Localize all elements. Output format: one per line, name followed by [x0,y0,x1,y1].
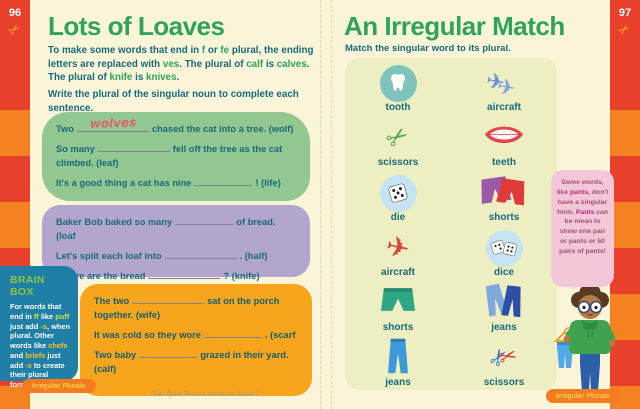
tooth-icon [379,64,417,102]
match-cell-aircraft[interactable]: ✈ aircraft [345,227,451,282]
brain-box: BRAIN BOX For words that end in ff like … [0,266,78,389]
match-label: aircraft [487,102,521,113]
match-cell-dice[interactable]: dice [451,227,557,282]
match-label: jeans [491,322,517,333]
page-number: 97 [618,7,632,19]
match-cell-jeans[interactable]: jeans [345,337,451,392]
teeth-icon [483,124,525,152]
match-cell-shorts-plural[interactable]: shorts [451,172,557,227]
brain-box-title: BRAIN BOX [10,274,45,298]
left-page-number-badge: 96 ✂ [0,0,30,110]
page-title: Lots of Loaves [48,11,225,41]
match-label: shorts [382,322,414,333]
sentence: Two wolves chased the cat into a tree. (wo… [56,115,296,137]
match-cell-scissors[interactable]: ✂ scissors [345,117,451,172]
scissors-icon: ✂ [5,20,25,40]
match-cell-shorts[interactable]: shorts [345,282,451,337]
spine-fold-line [320,0,321,409]
speech-bubble-text: Some words, like pants, don't have a sin… [556,179,609,255]
brain-box-text: For words that end in ff like puff just … [10,302,70,389]
aircraft-pair-icon: ✈ ✈ [483,68,518,103]
match-label: shorts [488,212,520,223]
match-cell-teeth[interactable]: teeth [451,117,557,172]
match-cell-aircraft-plural[interactable]: ✈ ✈ aircraft [451,62,557,117]
jeans-icon [384,337,412,380]
dice-icon [485,229,523,267]
sentence-box-purple: Baker Bob baked so many of bread. (loaf L… [42,205,310,281]
airplane-icon: ✈ [383,228,414,267]
match-label: teeth [492,157,516,168]
fill-blank[interactable] [175,216,234,225]
shorts-icon [381,286,415,320]
match-label: aircraft [381,267,415,278]
handwritten-answer: wolves [89,115,137,131]
fill-blank[interactable] [139,349,198,358]
page-title: An Irregular Match [344,11,565,41]
footer-text: Brain Quest Phonics Workbook: Grade 2 [150,392,260,398]
category-badge: Irregular Plurals [546,389,620,403]
fill-blank[interactable] [97,143,170,152]
match-cell-die[interactable]: die [345,172,451,227]
right-edge-stripe: 97 ✂ [610,0,640,409]
match-cell-scissors-plural[interactable]: ✂ ✂ scissors [451,337,557,392]
sentence: So many fell off the tree as the cat clim… [56,143,283,168]
match-cell-tooth[interactable]: tooth [345,62,451,117]
sentence-box-orange: The two sat on the porch together. (wife)… [80,284,312,396]
fill-blank[interactable] [194,177,253,186]
match-label: jeans [385,377,411,388]
right-page: An Irregular Match Match the singular wo… [330,0,610,409]
match-label: dice [493,267,514,278]
fill-blank[interactable] [132,295,205,304]
sentence: Baker Bob baked so many of bread. (loaf [56,216,276,241]
fill-blank[interactable]: wolves [76,115,149,132]
match-label: scissors [377,157,419,168]
match-label: scissors [483,377,525,388]
sentence: It's a good thing a cat has nine! (life) [56,177,281,188]
spine-fold-line [331,0,332,409]
shorts-pair-icon [480,174,528,213]
scissors-icon: ✂ [615,20,635,40]
sentence: The two sat on the porch together. (wife) [94,295,280,320]
die-icon [379,174,417,212]
fill-blank[interactable] [148,270,221,279]
match-cell-jeans-plural[interactable]: jeans [451,282,557,337]
right-page-number-badge: 97 ✂ [610,0,640,110]
fill-blank[interactable] [203,329,262,338]
jeans-pair-icon [483,283,525,324]
page-number: 96 [8,7,22,19]
sentence: Two baby grazed in their yard. (calf) [94,349,289,374]
sentence: Let's split each loaf into. (half) [56,250,268,261]
fill-blank[interactable] [164,250,237,259]
match-label: tooth [385,102,411,113]
instruction-text: Write the plural of the singular noun to… [48,89,299,114]
sentence-box-green: Two wolves chased the cat into a tree. (wo… [42,112,310,201]
intro-text: To make some words that end in f or fe p… [48,45,314,84]
scissors-pair-icon: ✂ ✂ [483,343,521,372]
sentence: Where are the bread? (knife) [56,270,260,281]
scissors-icon: ✂ [380,119,416,157]
match-panel: tooth ✈ ✈ aircraft ✂ scissors teeth [345,58,557,390]
subtitle-text: Match the singular word to its plural. [345,43,511,54]
speech-bubble: Some words, like pants, don't have a sin… [551,170,614,290]
left-page: Lots of Loaves To make some words that e… [30,0,320,409]
match-label: die [390,212,406,223]
category-badge: Irregular Plurals [22,379,96,393]
sentence: It was cold so they wore. (scarf [94,329,296,340]
